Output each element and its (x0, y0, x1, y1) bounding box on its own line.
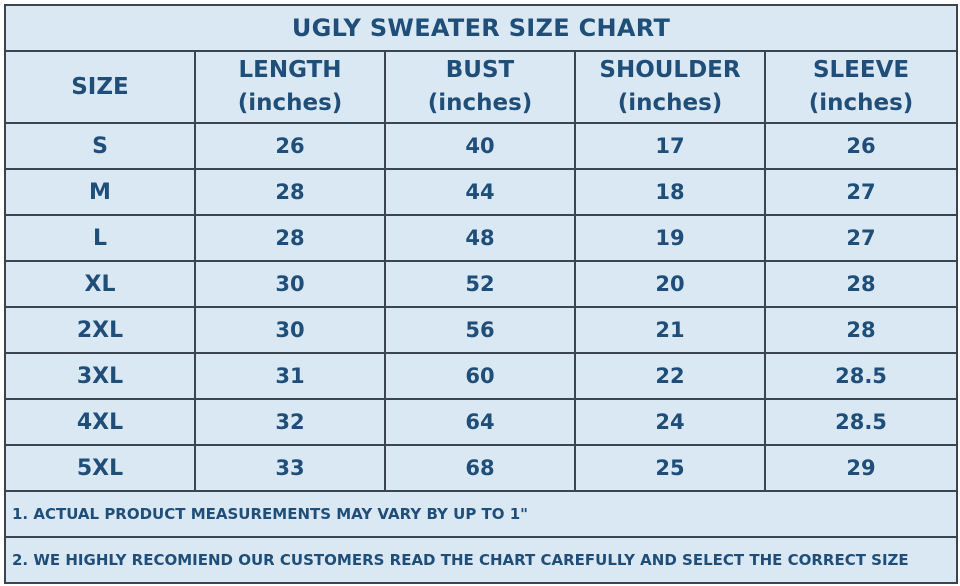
cell-bust: 48 (384, 214, 576, 262)
cell-bust: 64 (384, 398, 576, 446)
cell-length: 28 (194, 168, 386, 216)
header-sleeve: SLEEVE (inches) (763, 50, 959, 124)
header-sleeve-label: SLEEVE (812, 57, 910, 83)
cell-sleeve: 28.5 (763, 398, 959, 446)
cell-bust: 52 (384, 260, 576, 308)
cell-sleeve: 27 (763, 168, 959, 216)
cell-size: 4XL (4, 398, 196, 446)
header-size-label: SIZE (71, 73, 129, 100)
cell-bust: 44 (384, 168, 576, 216)
cell-shoulder: 18 (574, 168, 766, 216)
table-row: L 28 48 19 27 (4, 214, 959, 262)
header-sleeve-unit: (inches) (808, 90, 914, 116)
cell-bust: 60 (384, 352, 576, 400)
cell-length: 33 (194, 444, 386, 492)
cell-length: 30 (194, 306, 386, 354)
header-length: LENGTH (inches) (194, 50, 386, 124)
header-bust: BUST (inches) (384, 50, 576, 124)
cell-length: 31 (194, 352, 386, 400)
cell-sleeve: 26 (763, 122, 959, 170)
size-chart-table: UGLY SWEATER SIZE CHART SIZE LENGTH (inc… (3, 4, 959, 584)
note-row-2: 2. WE HIGHLY RECOMIEND OUR CUSTOMERS REA… (3, 536, 959, 584)
chart-title: UGLY SWEATER SIZE CHART (3, 4, 959, 52)
note-2: 2. WE HIGHLY RECOMIEND OUR CUSTOMERS REA… (3, 536, 959, 584)
cell-size: 3XL (4, 352, 196, 400)
cell-size: M (4, 168, 196, 216)
note-row-1: 1. ACTUAL PRODUCT MEASUREMENTS MAY VARY … (3, 490, 959, 538)
cell-size: S (4, 122, 196, 170)
table-row: 2XL 30 56 21 28 (4, 306, 959, 354)
cell-shoulder: 22 (574, 352, 766, 400)
cell-sleeve: 27 (763, 214, 959, 262)
cell-shoulder: 17 (574, 122, 766, 170)
header-length-unit: (inches) (237, 90, 343, 116)
cell-shoulder: 20 (574, 260, 766, 308)
cell-shoulder: 21 (574, 306, 766, 354)
table-row: 5XL 33 68 25 29 (4, 444, 959, 492)
header-bust-unit: (inches) (427, 90, 533, 116)
cell-sleeve: 28 (763, 306, 959, 354)
cell-length: 30 (194, 260, 386, 308)
cell-shoulder: 25 (574, 444, 766, 492)
cell-length: 26 (194, 122, 386, 170)
header-shoulder-unit: (inches) (617, 90, 723, 116)
cell-sleeve: 28.5 (763, 352, 959, 400)
title-row: UGLY SWEATER SIZE CHART (3, 4, 959, 52)
header-length-label: LENGTH (238, 57, 342, 83)
table-row: S 26 40 17 26 (4, 122, 959, 170)
cell-length: 32 (194, 398, 386, 446)
table-row: 4XL 32 64 24 28.5 (4, 398, 959, 446)
cell-shoulder: 19 (574, 214, 766, 262)
cell-sleeve: 28 (763, 260, 959, 308)
cell-size: XL (4, 260, 196, 308)
header-shoulder-label: SHOULDER (599, 57, 741, 83)
header-shoulder: SHOULDER (inches) (574, 50, 766, 124)
header-size: SIZE (4, 50, 196, 124)
cell-bust: 68 (384, 444, 576, 492)
header-bust-label: BUST (445, 57, 515, 83)
table-row: 3XL 31 60 22 28.5 (4, 352, 959, 400)
cell-bust: 40 (384, 122, 576, 170)
table-row: XL 30 52 20 28 (4, 260, 959, 308)
table-row: M 28 44 18 27 (4, 168, 959, 216)
note-1: 1. ACTUAL PRODUCT MEASUREMENTS MAY VARY … (3, 490, 959, 538)
cell-size: 2XL (4, 306, 196, 354)
header-row: SIZE LENGTH (inches) BUST (inches) SHOUL… (4, 50, 959, 124)
cell-size: 5XL (4, 444, 196, 492)
cell-sleeve: 29 (763, 444, 959, 492)
cell-length: 28 (194, 214, 386, 262)
cell-size: L (4, 214, 196, 262)
cell-bust: 56 (384, 306, 576, 354)
cell-shoulder: 24 (574, 398, 766, 446)
